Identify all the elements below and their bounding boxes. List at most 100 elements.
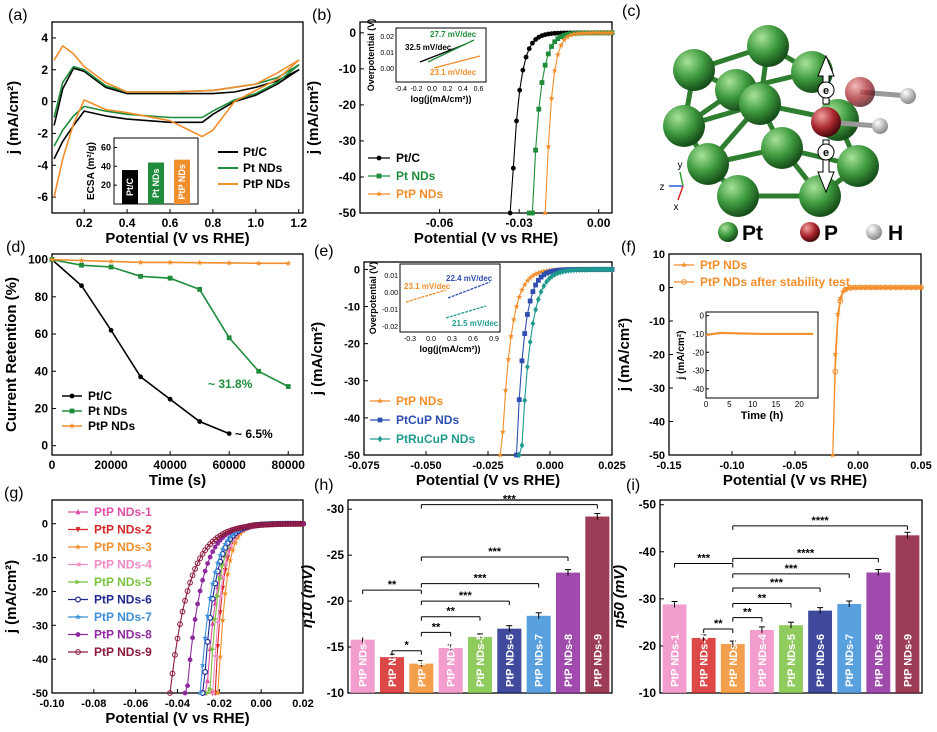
inset-bar-label: Pt NDs [151, 168, 161, 198]
inset-x-title: log(j(mA/cm²)) [411, 94, 472, 104]
data-point [222, 590, 229, 597]
y-tick-label: -50 [639, 498, 657, 512]
legend-marker [376, 190, 382, 197]
series-ptcup-nds [514, 267, 615, 458]
electron-arrow-up [817, 54, 835, 105]
data-point [577, 30, 584, 36]
p-atom [811, 107, 841, 137]
bar [779, 625, 803, 693]
bar-label: PtP NDs-6 [815, 634, 827, 687]
y-tick-label: -30 [649, 383, 665, 395]
y-tick-label: 0 [41, 439, 48, 453]
x-axis-title: Potential (V vs RHE) [416, 472, 560, 489]
tafel-slope-label: 23.1 mV/dec [404, 282, 451, 291]
series-ptp-nds-8 [182, 521, 306, 696]
y-tick-label: -25 [327, 548, 345, 562]
series-line [529, 32, 612, 214]
data-point [541, 282, 547, 290]
legend-label: PtP NDs-1 [94, 505, 152, 519]
bar-label: PtP NDs-1 [358, 634, 370, 687]
data-point [832, 351, 839, 357]
data-point [533, 306, 539, 313]
legend-label: PtP NDs-8 [94, 628, 152, 642]
data-point [533, 147, 539, 153]
significance-label: * [405, 640, 410, 652]
data-point [49, 256, 55, 263]
data-point [599, 29, 606, 36]
data-point [194, 560, 201, 567]
significance-label: **** [812, 515, 830, 527]
bar [720, 644, 745, 693]
legend-label: PtP NDs after stability test [700, 275, 850, 289]
bar [409, 663, 434, 693]
inset-tick-label: 10 [748, 400, 757, 409]
legend-atom [866, 224, 882, 240]
data-point [571, 266, 577, 274]
series-pt-c [49, 257, 232, 436]
legend-marker [75, 632, 81, 637]
data-point [593, 29, 600, 36]
y-axis-title: η10 (mV) [299, 565, 316, 628]
data-point [527, 298, 533, 304]
series-ptp-nds [542, 29, 615, 216]
legend-label: PtP NDs [243, 177, 290, 191]
data-point [590, 266, 596, 273]
series-ptp-nds [53, 45, 300, 198]
y-tick-label: -20 [32, 586, 48, 598]
significance-label: ** [446, 606, 455, 618]
inset-y-title: j (mA/cm²) [676, 331, 687, 381]
bar [379, 657, 405, 693]
tafel-slope-label: 22.4 mV/dec [446, 274, 493, 283]
data-point [502, 387, 509, 393]
data-point [585, 266, 590, 273]
data-point [529, 272, 536, 279]
data-point [521, 281, 528, 288]
x-tick-label: -0.08 [81, 698, 106, 710]
pt-atom [739, 83, 781, 125]
inset-tick-label: 20 [795, 400, 804, 409]
data-point [519, 442, 525, 449]
data-point [586, 29, 593, 36]
data-point [197, 286, 203, 292]
bar-label: PtP NDs-2 [699, 634, 711, 687]
y-tick-label: 100 [28, 253, 48, 267]
data-point [530, 210, 535, 216]
data-point [530, 320, 536, 327]
data-point [229, 547, 236, 553]
data-point [546, 269, 552, 275]
legend-label: Pt NDs [243, 161, 283, 175]
panel-b: -0.06 -0.03 0.00 -50 -40 -30 -20 -10 0 Potential … [305, 7, 615, 247]
y-tick-label: -15 [327, 640, 345, 654]
series-ptrucup-nds [516, 266, 615, 459]
x-tick-label: 0.4 [119, 216, 136, 230]
data-point [217, 576, 224, 581]
data-point [517, 87, 523, 93]
significance-label: *** [474, 573, 488, 585]
panel-h: -10 -15 -20 -25 -30 η10 (mV) (h) PtP NDs-1 PtP N… [299, 477, 613, 700]
data-point [510, 165, 516, 171]
data-point [570, 31, 577, 37]
data-point [167, 275, 173, 281]
inset-tick-label: 0.01 [384, 273, 398, 280]
inset-y-title: Overpotential (V) [368, 262, 378, 335]
legend-label: PtP NDs [88, 419, 135, 433]
data-point [237, 530, 244, 537]
data-point [184, 588, 191, 594]
inset-tick-label: -0.2 [410, 86, 422, 93]
y-axis-title: Current Retention (%) [3, 277, 20, 432]
panel-f: -0.15 -0.10 -0.05 0.00 0.05 -50 -40 -30 -20 -10 0 1… [616, 239, 932, 489]
data-point [212, 568, 219, 575]
data-point [546, 275, 552, 282]
data-point [837, 294, 844, 301]
data-point [497, 451, 504, 458]
inset-tick-label: 0.6 [474, 86, 484, 93]
legend-label: PtP NDs-5 [94, 575, 152, 589]
tafel-line [427, 39, 475, 63]
legend-label: PtP NDs-9 [94, 645, 152, 659]
data-point [514, 452, 519, 458]
data-point [567, 32, 574, 38]
panel-label: (h) [314, 477, 334, 494]
legend-label: PtP NDs [700, 258, 747, 272]
tafel-slope-label: 27.7 mV/dec [430, 30, 477, 39]
panel-c-illustration: (c) e e y zx Pt P H [622, 3, 916, 245]
